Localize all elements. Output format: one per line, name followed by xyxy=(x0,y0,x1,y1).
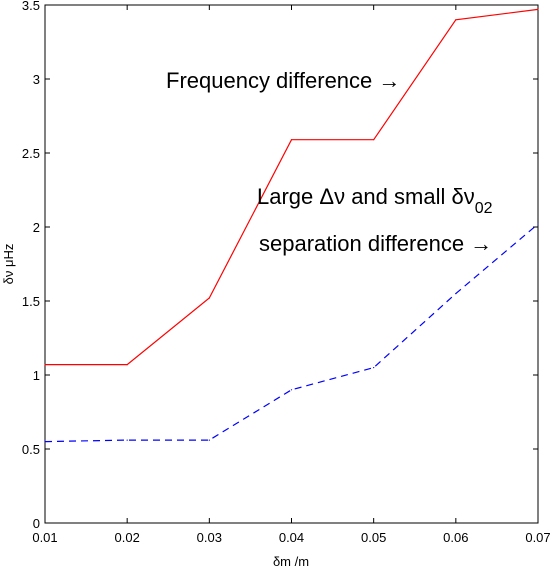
series-lines xyxy=(44,8,539,443)
series-2-point xyxy=(537,223,539,225)
series-1-point xyxy=(126,364,128,366)
series-1-point xyxy=(455,19,457,21)
x-tick-label: 0.01 xyxy=(32,530,57,545)
y-tick-label: 0.5 xyxy=(22,442,40,457)
y-axis-label: δν μHz xyxy=(1,244,16,285)
series-2-point xyxy=(290,389,293,391)
annotation-subscript: 02 xyxy=(475,200,493,217)
y-tick-label: 0 xyxy=(33,516,40,531)
series-2-point xyxy=(44,441,46,443)
y-tick-label: 1.5 xyxy=(22,294,40,309)
series-2-point xyxy=(373,367,375,369)
annotation-separation-difference: separation difference → xyxy=(259,231,492,256)
y-tick-label: 1 xyxy=(33,368,40,383)
annotation-large-separation-main: Large Δν and small δν xyxy=(257,184,475,209)
x-tick-label: 0.04 xyxy=(279,530,304,545)
annotation-large-separation: Large Δν and small δν02 xyxy=(257,184,493,217)
y-tick-label: 2 xyxy=(33,220,40,235)
series-1-point xyxy=(537,8,539,11)
series-1-point xyxy=(44,364,46,366)
x-axis-label: δm /m xyxy=(273,554,309,569)
x-tick-label: 0.06 xyxy=(443,530,468,545)
y-tick-label: 3 xyxy=(33,72,40,87)
annotation-frequency-difference: Frequency difference → xyxy=(166,68,400,93)
x-tick-label: 0.02 xyxy=(115,530,140,545)
plot-area xyxy=(44,4,539,524)
axis-ticks: 0.01 0.02 0.03 0.04 0.05 0.06 0.07 0 0.5 1 1.5 2 2.5… xyxy=(22,0,551,545)
series-2-point xyxy=(455,293,457,295)
x-tick-label: 0.07 xyxy=(525,530,550,545)
x-tick-label: 0.03 xyxy=(197,530,222,545)
series-2-point xyxy=(126,439,128,441)
y-tick-label: 2.5 xyxy=(22,146,40,161)
y-tick-label: 3.5 xyxy=(22,0,40,13)
series-2-point xyxy=(208,439,210,441)
series-1-point xyxy=(290,139,293,141)
x-tick-label: 0.05 xyxy=(361,530,386,545)
series-1-point xyxy=(208,297,210,299)
series-1-point xyxy=(373,139,375,141)
